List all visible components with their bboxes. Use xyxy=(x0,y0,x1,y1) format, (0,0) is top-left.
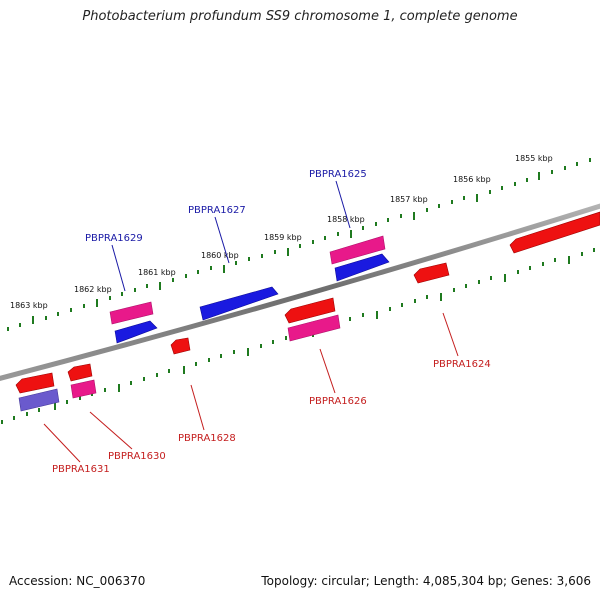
gene-label-pbpra1627[interactable]: PBPRA1627 xyxy=(188,205,246,216)
gene-pbpra1631-lavender[interactable] xyxy=(18,388,60,412)
scale-label: 1857 kbp xyxy=(390,195,428,204)
gene-label-pbpra1629[interactable]: PBPRA1629 xyxy=(85,233,143,244)
leader-pbpra1625 xyxy=(335,180,351,229)
gene-pbpra1626-pink[interactable] xyxy=(287,314,341,342)
gene-label-pbpra1628[interactable]: PBPRA1628 xyxy=(178,433,236,444)
leader-pbpra1629 xyxy=(111,244,126,292)
gene-pbpra1625-pink[interactable] xyxy=(329,235,386,265)
gene-pbpra1626-red[interactable] xyxy=(284,297,336,324)
gene-label-pbpra1624[interactable]: PBPRA1624 xyxy=(433,359,491,370)
scale-labels: 1863 kbp 1862 kbp 1861 kbp 1860 kbp 1859… xyxy=(10,154,553,310)
gene-pbpra1631-red[interactable] xyxy=(15,372,55,394)
leader-pbpra1624 xyxy=(442,312,459,357)
gene-pbpra1629-blue[interactable] xyxy=(114,320,158,344)
gene-label-pbpra1626[interactable]: PBPRA1626 xyxy=(309,396,367,407)
leader-pbpra1630 xyxy=(89,411,133,450)
scale-label: 1862 kbp xyxy=(74,285,112,294)
leader-pbpra1627 xyxy=(214,216,230,264)
gene-pbpra1628[interactable] xyxy=(170,337,191,355)
scale-label: 1859 kbp xyxy=(264,233,302,242)
genome-summary-text: Topology: circular; Length: 4,085,304 bp… xyxy=(261,574,591,588)
gene-labels: PBPRA1629 PBPRA1627 PBPRA1625 PBPRA1631 … xyxy=(52,169,491,475)
label-leaders xyxy=(43,180,459,463)
scale-label: 1861 kbp xyxy=(138,268,176,277)
scale-label: 1858 kbp xyxy=(327,215,365,224)
reverse-strand-genes xyxy=(15,211,600,412)
leader-pbpra1628 xyxy=(190,384,205,431)
gene-pbpra1630-red[interactable] xyxy=(67,363,93,382)
scale-label: 1855 kbp xyxy=(515,154,553,163)
outer-tick-row xyxy=(7,158,591,331)
gene-pbpra1627[interactable] xyxy=(199,286,279,321)
forward-strand-genes xyxy=(109,235,390,344)
leader-pbpra1626 xyxy=(319,348,336,394)
gene-pbpra1630-pink[interactable] xyxy=(70,379,97,399)
gene-label-pbpra1630[interactable]: PBPRA1630 xyxy=(108,451,166,462)
scale-label: 1863 kbp xyxy=(10,301,48,310)
gene-pbpra1629-pink[interactable] xyxy=(109,301,154,325)
accession-text: Accession: NC_006370 xyxy=(9,574,146,588)
gene-label-pbpra1625[interactable]: PBPRA1625 xyxy=(309,169,367,180)
leader-pbpra1631 xyxy=(43,423,81,463)
gene-large-red-right[interactable] xyxy=(509,211,600,254)
chromosome-backbone xyxy=(0,203,600,381)
gene-pbpra1624[interactable] xyxy=(413,262,450,284)
gene-label-pbpra1631[interactable]: PBPRA1631 xyxy=(52,464,110,475)
scale-label: 1856 kbp xyxy=(453,175,491,184)
scale-label: 1860 kbp xyxy=(201,251,239,260)
map-title: Photobacterium profundum SS9 chromosome … xyxy=(82,9,518,24)
gene-pbpra1625-blue[interactable] xyxy=(334,253,390,282)
